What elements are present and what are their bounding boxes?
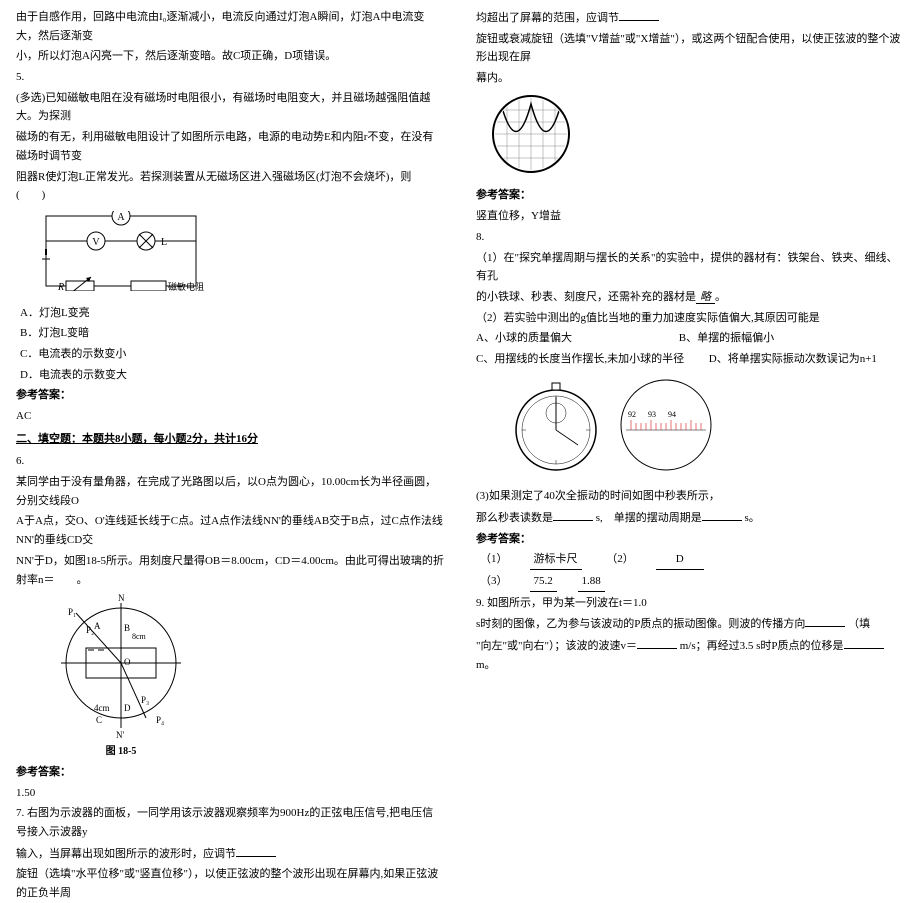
q5-option-b: B．灯泡L变暗: [20, 324, 444, 343]
svg-text:P₃: P₃: [141, 695, 149, 705]
q5-text-2: 磁场的有无，利用磁敏电阻设计了如图所示电路，电源的电动势E和内阻r不变，在没有磁…: [16, 128, 444, 165]
intro-text-1: 由于自感作用，回路中电流由I₀逐渐减小，电流反向通过灯泡A瞬间，灯泡A中电流变大…: [16, 8, 444, 45]
q5-option-a: A．灯泡L变亮: [20, 304, 444, 323]
svg-text:P₄: P₄: [156, 715, 164, 725]
svg-text:94: 94: [668, 410, 676, 419]
q5-text-1: (多选)已知磁敏电阻在没有磁场时电阻很小，有磁场时电阻变大，并且磁场越强阻值越大…: [16, 89, 444, 126]
svg-text:P₁: P₁: [68, 607, 76, 617]
q6-answer: 1.50: [16, 784, 444, 803]
q8-text-1: （1）在"探究单摆周期与摆长的关系"的实验中，提供的器材有：铁架台、铁夹、细线、…: [476, 249, 904, 286]
q7-text-3: 旋钮（选填"水平位移"或"竖直位移"），以使正弦波的整个波形出现在屏幕内,如果正…: [16, 865, 444, 902]
q5-number: 5.: [16, 68, 444, 87]
q6-text-3: NN'于D，如图18-5所示。用刻度尺量得OB＝8.00cm，CD＝4.00cm…: [16, 552, 444, 589]
svg-text:P₂: P₂: [86, 625, 94, 635]
r-line-3: 幕内。: [476, 69, 904, 88]
q8-text-2: 的小铁球、秒表、刻度尺，还需补充的器材是略。: [476, 288, 904, 307]
q8-answer-row2: （3）75.2 1.88: [476, 572, 904, 592]
q7-answer: 竖直位移，Y增益: [476, 207, 904, 226]
ammeter-label: A: [117, 212, 125, 223]
fig-caption: 图 18-5: [46, 743, 196, 760]
q8-options-ab: A、小球的质量偏大 B、单摆的振幅偏小: [476, 329, 904, 348]
q8-text-3: （2）若实验中测出的g值比当地的重力加速度实际值偏大,其原因可能是: [476, 309, 904, 328]
q5-option-d: D．电流表的示数变大: [20, 366, 444, 385]
q7-text-1: 7. 右图为示波器的面板，一同学用该示波器观察频率为900Hz的正弦电压信号,把…: [16, 804, 444, 841]
q6-text-1: 某同学由于没有量角器，在完成了光路图以后，以O点为圆心，10.00cm长为半径画…: [16, 473, 444, 510]
sensor-label: 磁敏电阻: [168, 281, 204, 291]
section-2-title: 二、填空题：本题共8小题，每小题2分，共计16分: [16, 430, 444, 449]
q6-text-2: A于A点，交O、O'连线延长线于C点。过A点作法线NN'的垂线AB交于B点，过C…: [16, 512, 444, 549]
resistor-label: R: [57, 282, 64, 291]
q8-text-4: (3)如果测定了40次全振动的时间如图中秒表所示，: [476, 487, 904, 506]
svg-text:4cm: 4cm: [94, 703, 110, 713]
answer-label-2: 参考答案：: [16, 763, 444, 782]
voltmeter-label: V: [92, 237, 100, 248]
svg-text:O: O: [124, 657, 131, 667]
svg-text:93: 93: [648, 410, 656, 419]
stopwatch-figure: 92 93 94: [506, 375, 726, 475]
svg-text:D: D: [124, 703, 131, 713]
q9-text-3: "向左"或"向右"）；该波的波速v＝ m/s；再经过3.5 s时P质点的位移是 …: [476, 636, 904, 674]
circuit-diagram: A V L R 磁敏电阻: [36, 211, 206, 291]
q5-answer: AC: [16, 407, 444, 426]
lamp-label: L: [161, 237, 167, 248]
q9-text-2: s时刻的图像，乙为参与该波动的P质点的振动图像。则波的传播方向 （填: [476, 614, 904, 634]
r-line-2: 旋钮或衰减旋钮（选填"V增益"或"X增益"），或这两个钮配合使用，以使正弦波的整…: [476, 30, 904, 67]
svg-text:C: C: [96, 715, 102, 725]
q5-option-c: C．电流表的示数变小: [20, 345, 444, 364]
q9-text-1: 9. 如图所示，甲为某一列波在t＝1.0: [476, 594, 904, 613]
svg-text:A: A: [94, 621, 101, 631]
svg-text:8cm: 8cm: [132, 632, 147, 641]
q8-options-cd: C、用摆线的长度当作摆长,未加小球的半径 D、将单摆实际振动次数误记为n+1: [476, 350, 904, 369]
q8-text-5: 那么秒表读数是 s, 单摆的摆动周期是 s。: [476, 508, 904, 528]
q5-text-3: 阻器R使灯泡L正常发光。若探测装置从无磁场区进入强磁场区(灯泡不会烧坏)，则 (…: [16, 168, 444, 205]
svg-text:92: 92: [628, 410, 636, 419]
answer-label-4: 参考答案：: [476, 530, 904, 549]
q7-text-2: 输入，当屏幕出现如图所示的波形时，应调节: [16, 844, 444, 864]
svg-text:N: N: [118, 593, 125, 603]
q6-number: 6.: [16, 452, 444, 471]
q8-answer-row1: （1）游标卡尺 （2）D: [476, 550, 904, 570]
scope-screen: [486, 94, 576, 174]
optics-figure: N N' P₁ P₂ P₃ P₄ A B 8cm O 4cm D C 图 18-…: [46, 593, 196, 760]
svg-text:B: B: [124, 623, 130, 633]
answer-label-3: 参考答案：: [476, 186, 904, 205]
r-line-1: 均超出了屏幕的范围，应调节: [476, 8, 904, 28]
q8-number: 8.: [476, 228, 904, 247]
answer-label-1: 参考答案：: [16, 386, 444, 405]
intro-text-2: 小，所以灯泡A闪亮一下，然后逐渐变暗。故C项正确，D项错误。: [16, 47, 444, 66]
svg-text:N': N': [116, 730, 124, 740]
